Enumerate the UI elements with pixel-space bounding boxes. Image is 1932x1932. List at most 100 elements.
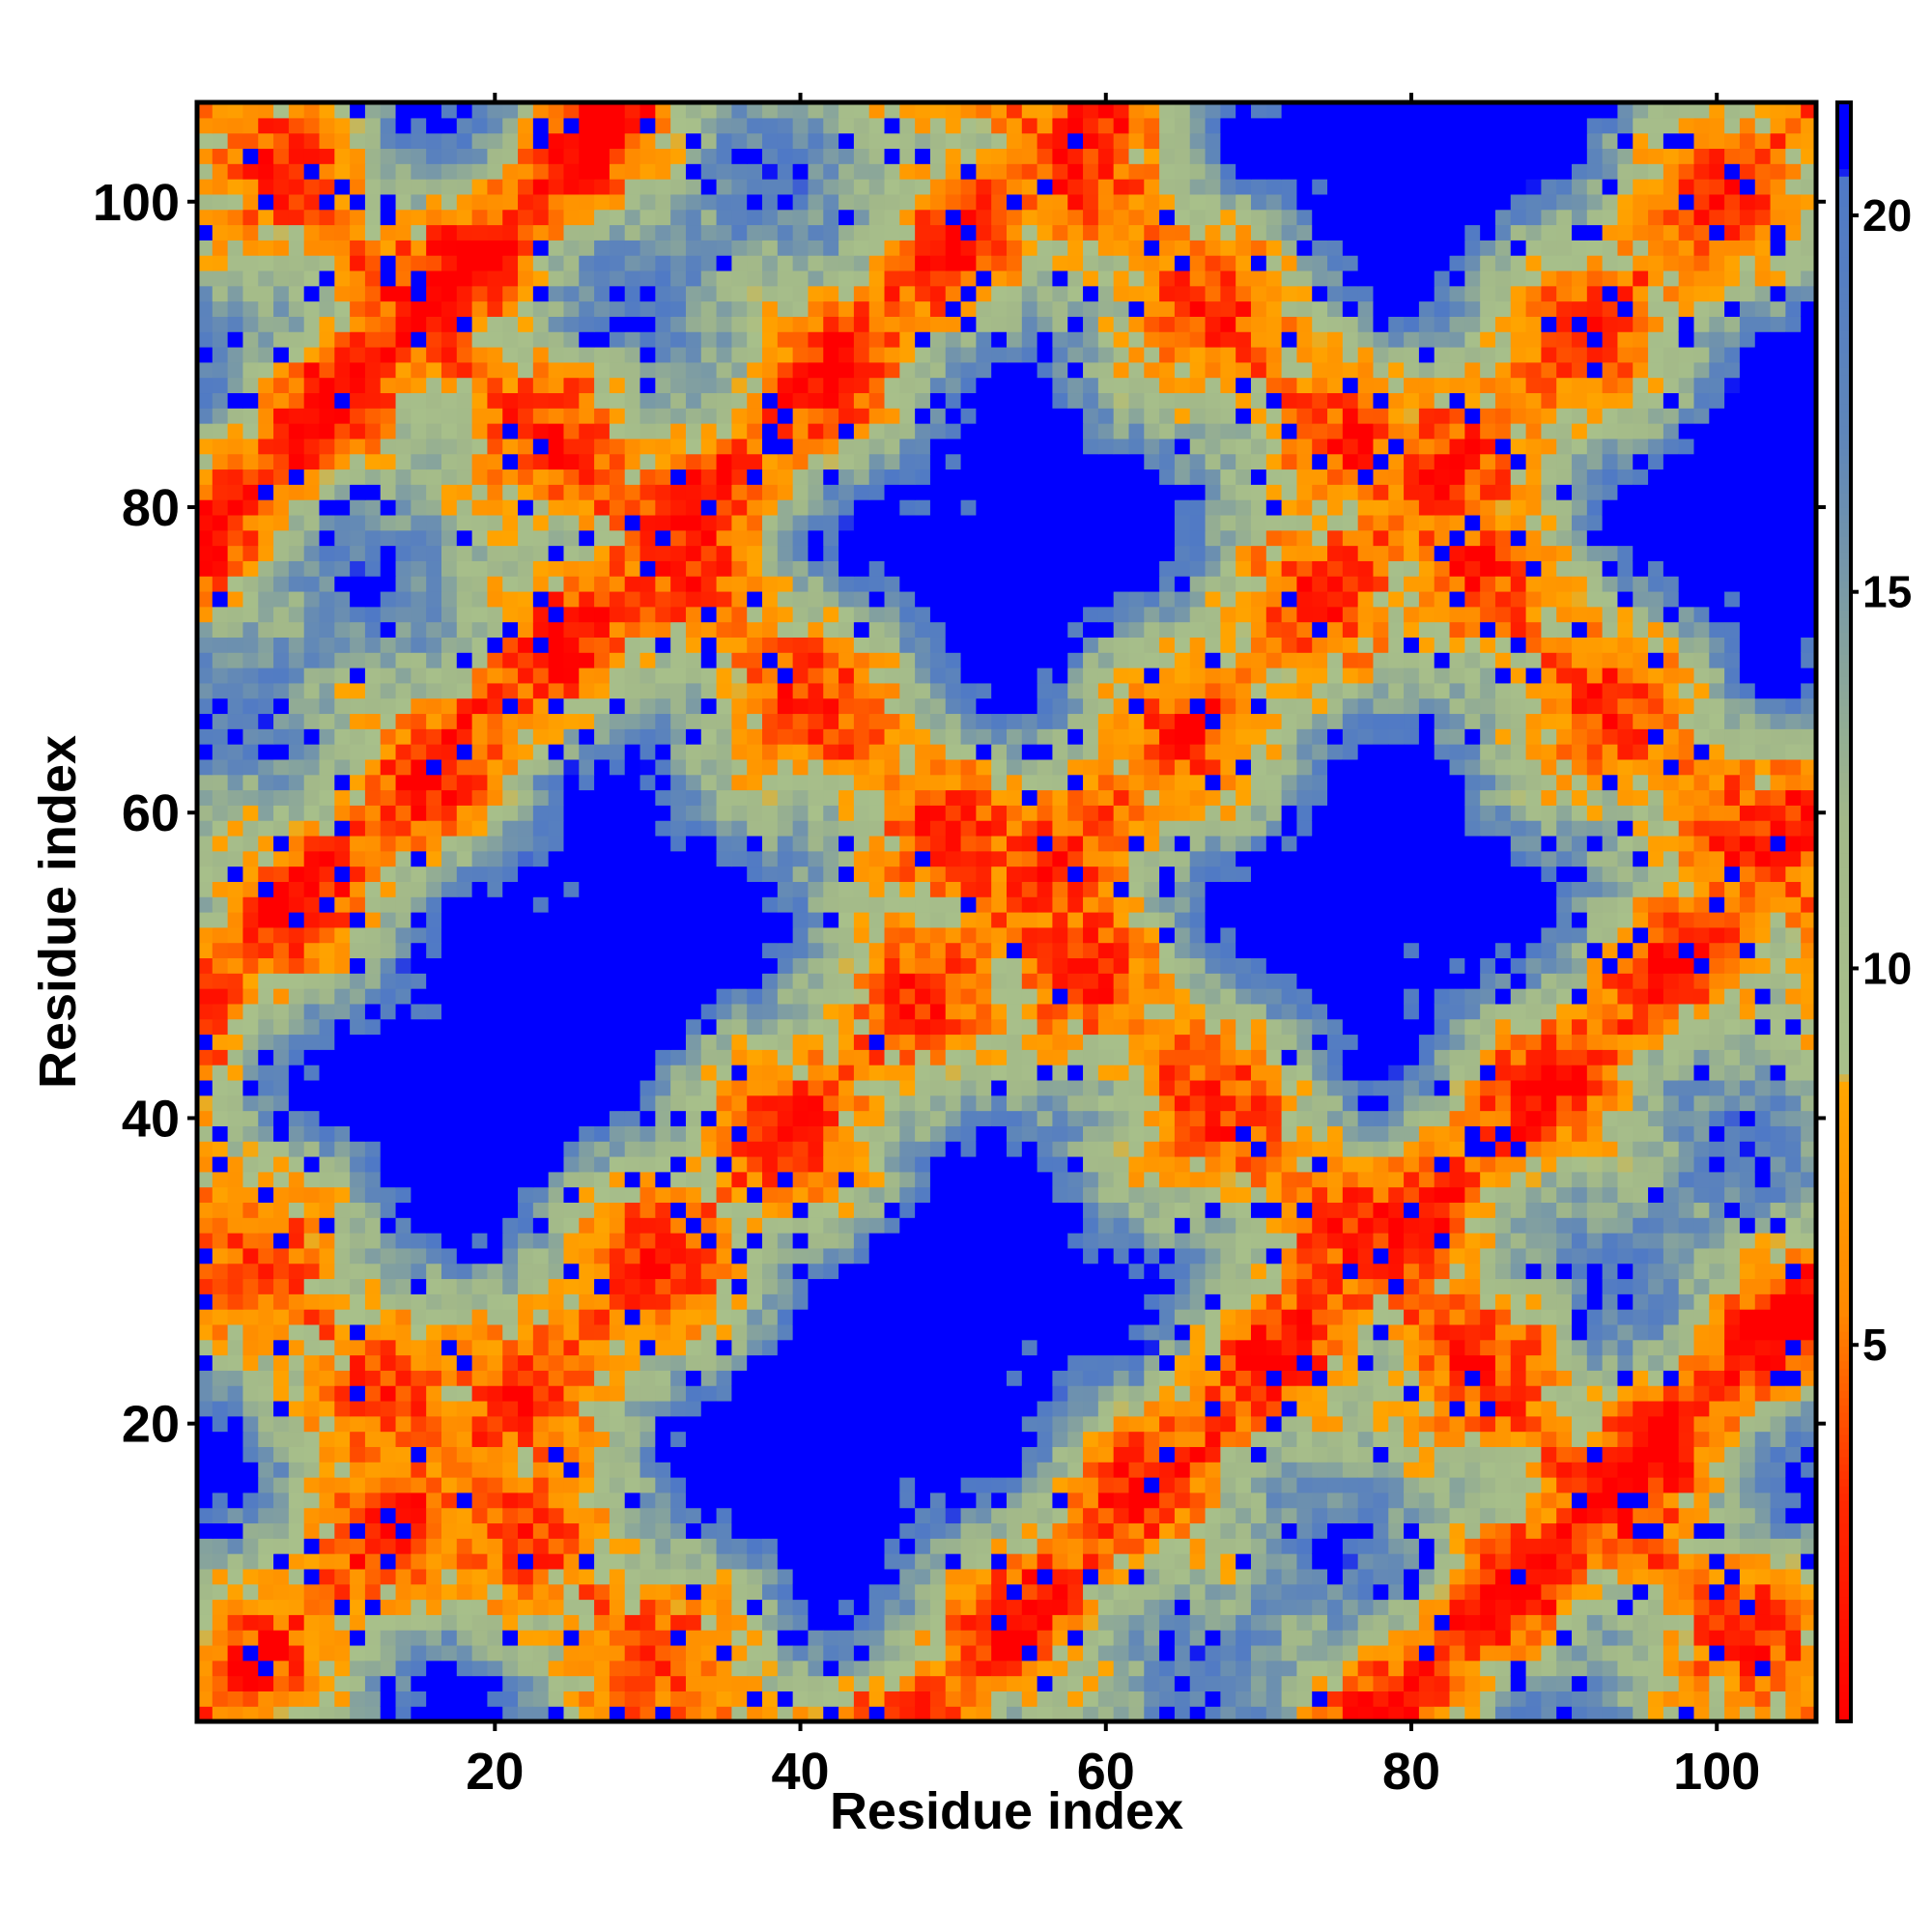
heatmap-cell	[532, 820, 550, 837]
heatmap-cell	[1189, 774, 1207, 791]
heatmap-cell	[868, 1644, 886, 1662]
heatmap-cell	[716, 1507, 732, 1524]
heatmap-cell	[915, 728, 931, 745]
heatmap-cell	[639, 1263, 656, 1280]
heatmap-cell	[929, 926, 947, 944]
heatmap-cell	[823, 1675, 839, 1691]
heatmap-cell	[1067, 1094, 1084, 1112]
heatmap-cell	[762, 850, 779, 867]
heatmap-cell	[242, 789, 259, 806]
heatmap-cell	[670, 942, 687, 959]
heatmap-cell	[532, 1323, 550, 1341]
heatmap-cell	[716, 1675, 732, 1691]
heatmap-cell	[884, 1583, 900, 1601]
heatmap-cell	[1037, 1568, 1054, 1585]
heatmap-cell	[915, 1079, 931, 1096]
heatmap-cell	[639, 820, 656, 837]
heatmap-cell	[762, 1477, 779, 1493]
heatmap-cell	[609, 1323, 626, 1341]
heatmap-cell	[731, 697, 748, 715]
heatmap-cell	[1236, 1065, 1252, 1081]
heatmap-cell	[411, 1309, 427, 1325]
heatmap-cell	[655, 1065, 671, 1081]
heatmap-cell	[197, 1339, 213, 1356]
heatmap-cell	[395, 1431, 412, 1447]
heatmap-cell	[762, 728, 779, 745]
heatmap-cell	[502, 912, 519, 928]
heatmap-cell	[762, 1018, 779, 1036]
heatmap-cell	[1067, 942, 1084, 959]
heatmap-cell	[1128, 957, 1145, 974]
heatmap-cell	[929, 713, 947, 729]
heatmap-cell	[1128, 1538, 1145, 1554]
heatmap-cell	[334, 1599, 351, 1615]
heatmap-cell	[639, 1186, 656, 1204]
heatmap-cell	[670, 652, 687, 668]
heatmap-cell	[426, 789, 442, 806]
heatmap-cell	[319, 1446, 335, 1463]
heatmap-cell	[1083, 1094, 1099, 1112]
heatmap-cell	[258, 1462, 274, 1478]
heatmap-cell	[685, 1690, 702, 1707]
heatmap-cell	[1113, 1538, 1130, 1554]
heatmap-cell	[380, 1278, 397, 1294]
heatmap-cell	[411, 728, 427, 745]
heatmap-cell	[1052, 1065, 1068, 1081]
heatmap-cell	[563, 774, 580, 791]
heatmap-cell	[777, 805, 794, 821]
heatmap-cell	[426, 1065, 442, 1081]
heatmap-cell	[334, 1660, 351, 1677]
heatmap-cell	[334, 1354, 351, 1371]
heatmap-cell	[334, 652, 351, 668]
heatmap-cell	[899, 896, 916, 913]
heatmap-cell	[1205, 850, 1221, 867]
heatmap-cell	[1113, 926, 1130, 944]
heatmap-cell	[1052, 1462, 1068, 1478]
heatmap-cell	[1144, 835, 1160, 852]
heatmap-cell	[700, 881, 718, 897]
heatmap-cell	[303, 1462, 321, 1478]
heatmap-cell	[747, 1538, 763, 1554]
heatmap-cell	[1236, 668, 1252, 684]
heatmap-cell	[945, 1385, 962, 1402]
heatmap-cell	[899, 1706, 916, 1722]
heatmap-cell	[670, 1034, 687, 1050]
heatmap-cell	[227, 1431, 244, 1447]
heatmap-cell	[440, 988, 458, 1005]
heatmap-cell	[976, 1171, 992, 1188]
heatmap-cell	[456, 1018, 473, 1036]
heatmap-cell	[334, 912, 351, 928]
heatmap-cell	[868, 682, 886, 699]
heatmap-cell	[319, 1125, 335, 1142]
heatmap-cell	[808, 973, 824, 989]
heatmap-cell	[1113, 1018, 1130, 1036]
heatmap-cell	[976, 835, 992, 852]
heatmap-cell	[532, 1079, 550, 1096]
heatmap-cell	[1113, 1706, 1130, 1722]
heatmap-cell	[242, 820, 259, 837]
heatmap-cell	[1189, 850, 1207, 867]
heatmap-cell	[960, 1507, 977, 1524]
heatmap-cell	[456, 1110, 473, 1126]
heatmap-cell	[991, 728, 1008, 745]
heatmap-cell	[685, 1155, 702, 1173]
heatmap-cell	[532, 1202, 550, 1218]
heatmap-cell	[350, 1233, 366, 1249]
heatmap-cell	[609, 1644, 626, 1662]
heatmap-cell	[1007, 1522, 1023, 1539]
heatmap-cell	[518, 1385, 534, 1402]
heatmap-cell	[227, 1385, 244, 1402]
heatmap-cell	[563, 1568, 580, 1585]
heatmap-cell	[1007, 1553, 1023, 1570]
heatmap-cell	[456, 1094, 473, 1112]
heatmap-cell	[273, 1477, 290, 1493]
heatmap-cell	[1097, 1217, 1115, 1234]
heatmap-cell	[1097, 1293, 1115, 1310]
heatmap-cell	[258, 1568, 274, 1585]
heatmap-cell	[868, 1202, 886, 1218]
heatmap-cell	[1220, 973, 1236, 989]
heatmap-cell	[929, 1431, 947, 1447]
heatmap-cell	[1021, 1003, 1038, 1020]
heatmap-cell	[456, 1034, 473, 1050]
heatmap-cell	[731, 912, 748, 928]
